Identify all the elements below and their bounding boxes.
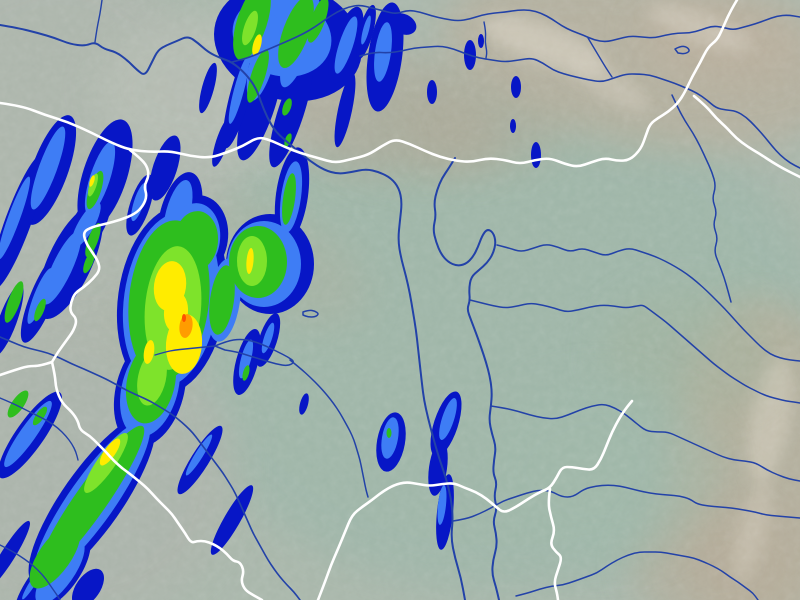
- river-line-river-02: [231, 4, 800, 63]
- radar-cell-level-1: [428, 440, 448, 496]
- radar-cell-level-3: [284, 133, 292, 147]
- radar-cell-level-1: [427, 80, 437, 104]
- river-line-river-12: [452, 484, 800, 522]
- radar-cell-level-7: [182, 314, 186, 322]
- country-border-southwest-a: [0, 360, 54, 377]
- radar-cell-level-1: [269, 56, 313, 168]
- radar-cell-level-3: [282, 98, 292, 116]
- radar-cell-level-1: [72, 568, 104, 600]
- river-line-river-06: [587, 37, 613, 78]
- radar-cell-level-4: [88, 173, 98, 197]
- radar-cell-level-2: [42, 231, 82, 305]
- lake-outline-lake-03: [674, 45, 690, 55]
- river-line-river-08: [496, 244, 800, 362]
- river-line-river-10: [469, 299, 800, 404]
- country-border-west: [50, 148, 150, 364]
- radar-cell-level-1: [199, 62, 217, 114]
- river-line-river-09: [671, 94, 732, 303]
- river-line-river-04: [359, 45, 800, 169]
- radar-cell-level-3: [307, 0, 329, 43]
- river-line-river-03: [94, 0, 103, 43]
- radar-cell-level-1: [531, 142, 541, 168]
- radar-cell-level-1: [0, 520, 31, 590]
- radar-cell-level-3: [86, 170, 104, 210]
- radar-cell-level-2: [439, 397, 457, 441]
- radar-cell-level-1: [478, 34, 484, 48]
- radar-cell-level-5: [165, 314, 203, 374]
- radar-layer: [0, 0, 541, 600]
- river-line-river-18: [154, 345, 216, 356]
- river-line-river-15: [0, 544, 61, 600]
- radar-cell-level-2: [238, 339, 254, 379]
- radar-cell-level-5: [252, 34, 262, 56]
- radar-cell-level-3: [7, 390, 29, 418]
- radar-cell-level-3: [32, 406, 48, 426]
- river-line-river-01: [0, 24, 466, 600]
- radar-cell-level-3: [4, 281, 24, 323]
- river-line-river-11: [490, 403, 800, 482]
- river-line-river-13: [515, 551, 759, 600]
- radar-cell-level-3: [34, 298, 46, 322]
- radar-cell-level-3: [282, 173, 296, 225]
- radar-cell-level-1: [237, 49, 283, 161]
- river-line-river-07: [432, 157, 500, 600]
- radar-cell-level-2: [131, 182, 147, 222]
- radar-cell-level-2: [71, 202, 101, 248]
- country-border-northeast: [692, 94, 800, 179]
- radar-cell-level-4: [242, 10, 258, 46]
- radar-cell-level-1: [510, 119, 516, 133]
- river-line-river-16: [0, 397, 79, 461]
- radar-cell-level-3: [386, 428, 392, 438]
- lake-outline-lake-02: [302, 309, 319, 318]
- country-border-north: [0, 0, 739, 168]
- radar-cell-level-1: [389, 13, 417, 35]
- radar-cell-level-5: [89, 175, 95, 187]
- radar-cell-level-1: [334, 72, 356, 148]
- radar-cell-level-2: [334, 16, 358, 74]
- river-line-river-05: [483, 21, 488, 59]
- river-line-river-17: [289, 359, 369, 498]
- radar-cell-level-2: [0, 176, 31, 260]
- radar-cell-level-1: [299, 393, 309, 415]
- radar-cell-level-1: [210, 485, 254, 555]
- radar-cell-level-2: [30, 126, 66, 210]
- radar-cell-level-1: [511, 76, 521, 98]
- radar-cell-level-5: [246, 248, 254, 274]
- radar-cell-level-3: [209, 265, 235, 335]
- radar-cell-level-5: [99, 438, 121, 466]
- country-border-south: [547, 487, 563, 600]
- country-border-south-diagonal: [120, 466, 264, 600]
- country-border-southwest-b: [50, 360, 124, 470]
- radar-cell-level-3: [29, 523, 81, 589]
- radar-cell-level-2: [185, 434, 213, 476]
- radar-cell-level-3: [247, 49, 269, 103]
- country-border-south-central: [316, 399, 634, 600]
- radar-cell-level-3: [278, 0, 314, 68]
- radar-cell-level-2: [361, 15, 371, 45]
- radar-cell-level-5: [143, 340, 155, 364]
- radar-cell-level-3: [242, 365, 250, 381]
- radar-cell-level-4: [137, 350, 167, 406]
- radar-cell-level-3: [83, 250, 95, 274]
- river-line-river-14: [0, 336, 301, 600]
- lake-outline-lake-01: [214, 338, 294, 367]
- radar-cell-level-2: [381, 417, 399, 459]
- radar-cell-level-2: [27, 268, 53, 324]
- radar-cell-level-2: [437, 485, 447, 525]
